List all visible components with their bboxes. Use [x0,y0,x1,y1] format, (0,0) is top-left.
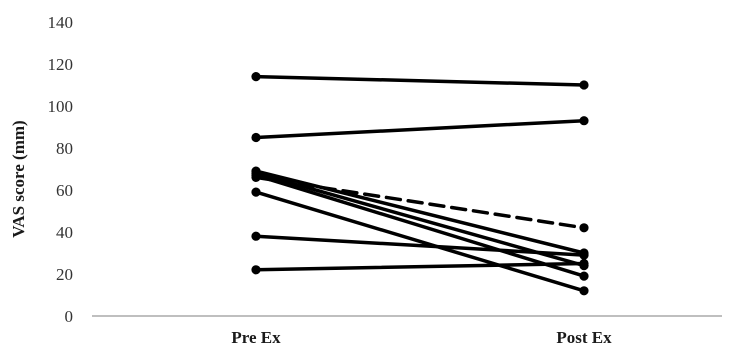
series-line [254,74,586,87]
y-tick-labels: 0 20 40 60 80 100 120 140 [48,13,74,326]
data-point [579,250,589,260]
y-tick-label: 20 [56,265,73,284]
x-category-label: Pre Ex [231,328,281,347]
series-line [254,173,586,278]
data-point [251,231,261,241]
series-1 [251,72,589,90]
data-point [251,72,261,82]
series-9 [251,258,589,275]
data-point [579,80,589,90]
x-category-label: Post Ex [556,328,612,347]
y-tick-label: 0 [65,307,74,326]
y-tick-label: 120 [48,55,74,74]
data-point [251,187,261,197]
series-line [254,190,586,293]
series-8 [251,231,589,260]
data-point [251,172,261,182]
y-tick-label: 60 [56,181,73,200]
series-layer [251,72,589,296]
data-point [251,132,261,143]
data-point [579,116,589,126]
series-5 [251,170,589,281]
series-line [254,261,586,272]
series-2 [251,116,589,143]
y-tick-label: 100 [48,97,74,116]
series-line [254,118,586,140]
y-axis-title: VAS score (mm) [9,120,28,237]
series-line [254,234,586,257]
data-point [579,286,589,296]
data-point [251,265,261,275]
y-tick-label: 40 [56,223,73,242]
x-category-labels: Pre Ex Post Ex [231,328,612,347]
y-tick-label: 80 [56,139,73,158]
data-point [579,223,589,233]
data-point [579,258,589,269]
data-point [579,271,589,281]
series-7 [251,187,589,296]
y-tick-label: 140 [48,13,74,32]
series-6 [251,172,589,233]
series-line [254,175,586,230]
